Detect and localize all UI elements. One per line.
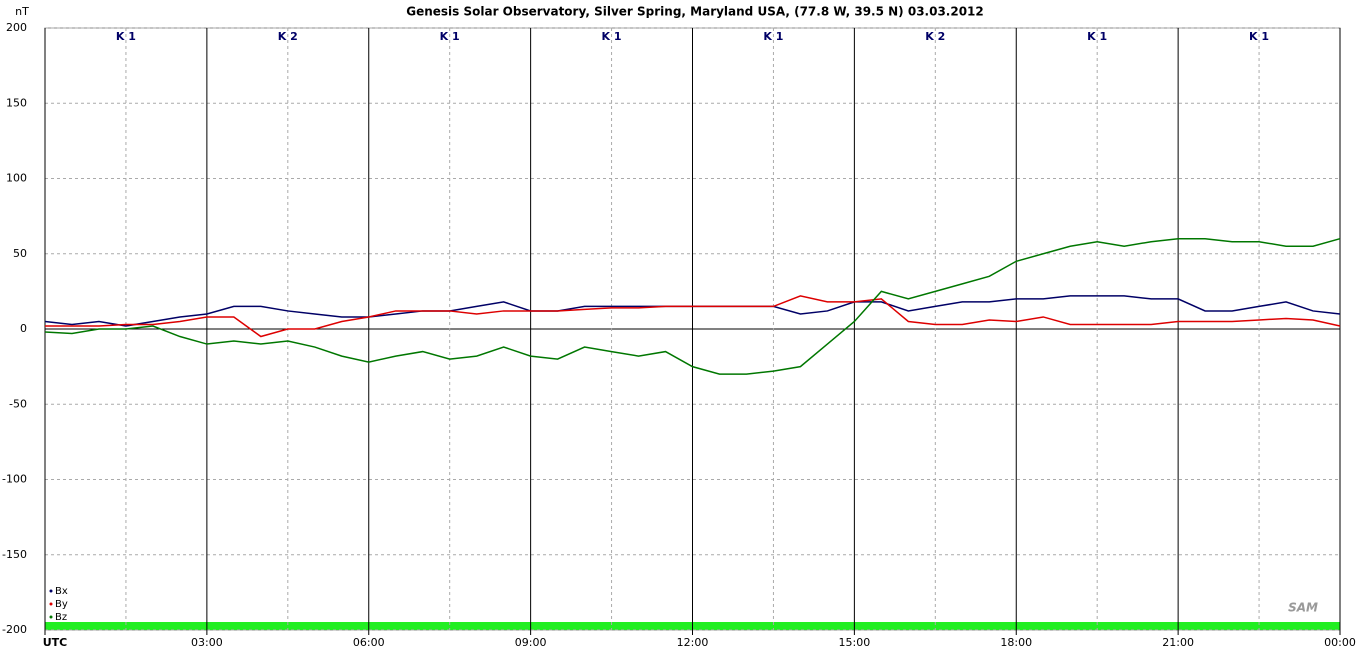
- legend-marker: [49, 589, 53, 593]
- y-tick-label: -50: [9, 397, 27, 410]
- k-index-label: K 1: [1087, 30, 1107, 43]
- logo: SAM: [1288, 601, 1318, 615]
- x-tick-label: 06:00: [353, 636, 385, 649]
- k-index-label: K 2: [925, 30, 945, 43]
- k-index-label: K 2: [278, 30, 298, 43]
- y-tick-label: -100: [2, 473, 27, 486]
- y-tick-label: -200: [2, 623, 27, 636]
- k-index-label: K 1: [602, 30, 622, 43]
- x-tick-label: 03:00: [191, 636, 223, 649]
- x-tick-label: 12:00: [677, 636, 709, 649]
- y-tick-label: 50: [13, 247, 27, 260]
- k-index-label: K 1: [1249, 30, 1269, 43]
- k-index-label: K 1: [763, 30, 783, 43]
- x-tick-label: 18:00: [1000, 636, 1032, 649]
- y-tick-label: 0: [20, 322, 27, 335]
- x-tick-label: 09:00: [515, 636, 547, 649]
- data-line: [45, 295, 1341, 338]
- x-tick-label: 21:00: [1162, 636, 1194, 649]
- legend-marker: [49, 615, 53, 619]
- y-tick-label: -150: [2, 548, 27, 561]
- y-tick-label: 200: [6, 21, 27, 34]
- k-index-label: K 1: [116, 30, 136, 43]
- legend-label: Bx: [55, 586, 68, 597]
- y-tick-label: 150: [6, 96, 27, 109]
- data-line: [44, 237, 1341, 375]
- legend-marker: [49, 602, 53, 606]
- legend-label: Bz: [55, 612, 67, 623]
- y-tick-label: 100: [6, 172, 27, 185]
- x-tick-label: UTC: [43, 636, 68, 649]
- k-index-label: K 1: [440, 30, 460, 43]
- x-tick-label: 15:00: [839, 636, 871, 649]
- legend-label: By: [55, 599, 68, 610]
- chart-title: Genesis Solar Observatory, Silver Spring…: [406, 5, 984, 19]
- x-tick-label: 00:00: [1324, 636, 1356, 649]
- y-axis-label: nT: [15, 5, 29, 18]
